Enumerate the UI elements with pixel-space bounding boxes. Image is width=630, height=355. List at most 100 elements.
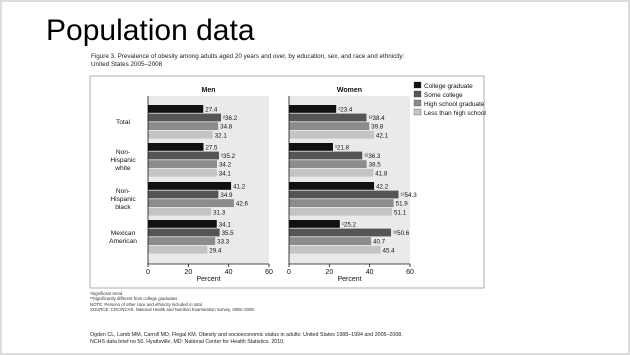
- group-label: Total: [116, 119, 130, 126]
- men-bar-value: 33.3: [217, 239, 230, 246]
- citation-line-1: Ogden CL, Lamb MM, Carroll MD, Flegal KM…: [90, 332, 403, 338]
- legend-swatch: [413, 81, 422, 89]
- men-bar: [148, 143, 204, 151]
- women-bar: [289, 160, 367, 168]
- men-bar: [148, 122, 219, 130]
- men-bar: [148, 220, 217, 228]
- men-bar-value: 32.1: [215, 132, 228, 139]
- group-label: Non-Hispanic black: [110, 188, 136, 211]
- women-bar: [289, 190, 399, 199]
- women-bar: [289, 113, 367, 122]
- legend-label: High school graduate: [424, 101, 485, 108]
- men-panel-title: Men: [202, 87, 216, 94]
- women-bar-value: 45.4: [383, 247, 396, 254]
- footnote-source: SOURCE: CDC/NCHS, National Health and Nu…: [90, 307, 255, 313]
- women-bar-value: ¹21.8: [335, 145, 350, 152]
- men-x-tick-label: 20: [184, 269, 192, 276]
- men-bar-value: 34.8: [220, 124, 233, 131]
- figure-caption-line-2: United States 2005–2008: [91, 61, 163, 68]
- legend-label: College graduate: [424, 83, 473, 90]
- women-bar-value: ¹²50.6: [393, 230, 410, 237]
- men-bar-value: 31.3: [213, 209, 226, 216]
- women-bar-value: 51.1: [394, 209, 407, 216]
- men-bar: [148, 182, 232, 190]
- men-bar: [148, 130, 213, 139]
- men-x-axis-label: Percent: [196, 276, 220, 283]
- women-bar-value: ¹25.2: [342, 222, 357, 229]
- men-bar-value: 41.2: [233, 184, 246, 191]
- women-bar: [289, 245, 381, 254]
- legend-label: Some college: [424, 92, 463, 99]
- men-bar-value: ²36.2: [223, 115, 238, 122]
- women-bar: [289, 130, 374, 139]
- men-bar: [148, 237, 216, 245]
- women-bar-value: 41.8: [375, 170, 388, 177]
- women-bar: [289, 143, 333, 151]
- men-bar: [148, 160, 217, 168]
- women-bar-value: 42.2: [376, 184, 389, 191]
- men-x-tick-label: 40: [225, 269, 233, 276]
- men-bar: [148, 151, 219, 160]
- men-bar: [148, 228, 220, 237]
- legend-swatch: [413, 108, 422, 116]
- legend-swatch: [413, 99, 422, 107]
- women-bar: [289, 228, 392, 237]
- women-bar-value: 38.5: [369, 162, 382, 169]
- women-x-tick-label: 20: [325, 269, 333, 276]
- women-x-tick-label: 0: [287, 269, 291, 276]
- women-bar: [289, 207, 393, 216]
- women-bar-value: ¹23.4: [338, 107, 353, 114]
- women-bar: [289, 220, 340, 228]
- men-bar: [148, 168, 217, 177]
- men-bar-value: 34.1: [219, 170, 232, 177]
- women-bar-value: 42.1: [376, 132, 389, 139]
- women-bar-value: 39.8: [371, 124, 384, 131]
- footnote-1: ¹Significant trend.: [90, 291, 124, 296]
- men-x-tick-label: 60: [265, 269, 273, 276]
- legend-label: Less than high school: [424, 110, 486, 117]
- women-x-tick-label: 40: [366, 269, 374, 276]
- men-bar-value: 34.9: [220, 192, 233, 199]
- men-bar-value: 27.5: [205, 145, 218, 152]
- men-bar: [148, 245, 208, 254]
- men-bar: [148, 207, 212, 216]
- women-panel-title: Women: [337, 87, 362, 94]
- men-bar-value: 27.4: [205, 107, 218, 114]
- men-bar-value: 34.2: [219, 162, 232, 169]
- men-bar: [148, 113, 222, 122]
- men-bar-value: 29.4: [209, 247, 222, 254]
- citation-line-2: NCHS data brief no 50. Hyattsville, MD: …: [90, 339, 285, 345]
- women-bar-value: ¹²54.3: [401, 192, 418, 199]
- footnote-2: ²³Significantly different from college g…: [90, 296, 179, 302]
- group-label: Mexican American: [109, 230, 137, 245]
- legend-swatch: [413, 90, 422, 98]
- men-bar-value: 35.5: [222, 230, 235, 237]
- men-bar-value: ²35.2: [221, 153, 236, 160]
- women-x-tick-label: 60: [406, 269, 414, 276]
- figure-caption: Figure 3. Prevalence of obesity among ad…: [91, 53, 561, 69]
- men-bar: [148, 190, 219, 199]
- citation: Ogden CL, Lamb MM, Carroll MD, Flegal KM…: [90, 332, 610, 346]
- women-bar-value: 40.7: [373, 239, 386, 246]
- men-bar-value: 42.6: [236, 201, 249, 208]
- women-bar: [289, 168, 374, 177]
- women-bar: [289, 122, 370, 130]
- men-bar: [148, 105, 204, 113]
- women-x-axis-label: Percent: [337, 276, 361, 283]
- group-label: Non-Hispanic white: [110, 149, 136, 172]
- men-bar: [148, 199, 234, 207]
- figure-footnotes: ¹Significant trend. ²³Significantly diff…: [90, 291, 450, 313]
- figure-caption-line-1: Figure 3. Prevalence of obesity among ad…: [91, 53, 405, 60]
- women-bar-value: ¹²36.3: [364, 153, 381, 160]
- women-bar: [289, 199, 394, 207]
- women-bar: [289, 151, 363, 160]
- women-bar: [289, 182, 375, 190]
- women-bar: [289, 237, 372, 245]
- page-title: Population data: [46, 14, 255, 47]
- women-bar-value: ¹²38.4: [368, 115, 385, 122]
- women-bar-value: 51.9: [396, 201, 409, 208]
- women-bar: [289, 105, 337, 113]
- men-x-tick-label: 0: [146, 269, 150, 276]
